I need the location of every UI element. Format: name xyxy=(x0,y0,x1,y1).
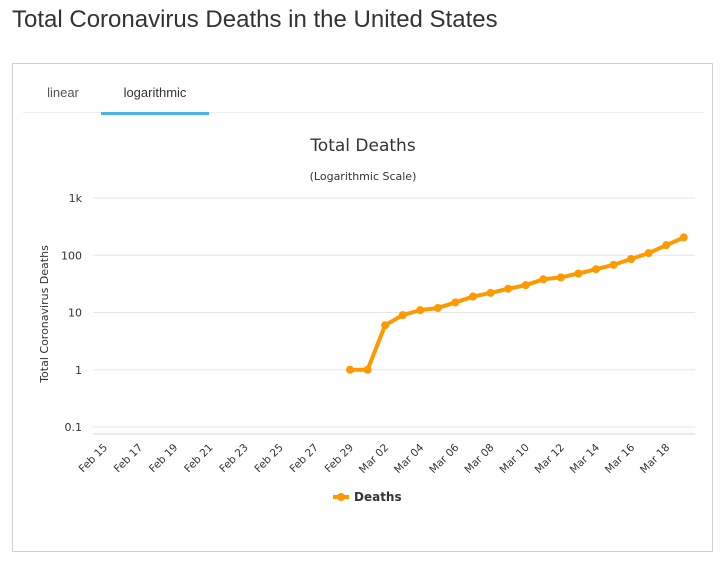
data-point[interactable] xyxy=(609,260,618,269)
data-point[interactable] xyxy=(627,254,636,263)
grid-lines xyxy=(93,197,695,435)
data-point[interactable] xyxy=(433,303,442,312)
data-point[interactable] xyxy=(556,273,565,282)
x-tick-label: Mar 06 xyxy=(427,441,462,476)
y-axis-label: Total Coronavirus Deaths xyxy=(38,245,51,384)
x-tick-label: Mar 10 xyxy=(497,442,531,476)
data-point[interactable] xyxy=(381,321,390,330)
tab-logarithmic[interactable]: logarithmic xyxy=(101,64,209,115)
data-point[interactable] xyxy=(591,265,600,274)
chart-subtitle: (Logarithmic Scale) xyxy=(310,170,417,183)
x-tick-labels: Feb 15 Feb 17 Feb 19 Feb 21 Feb 23 Feb 25 Feb … xyxy=(77,441,673,476)
legend-label: Deaths xyxy=(354,490,402,504)
data-point[interactable] xyxy=(345,365,354,374)
y-tick-label: 10 xyxy=(68,307,82,320)
deaths-chart: Total Deaths (Logarithmic Scale) Total C… xyxy=(38,136,695,504)
data-point[interactable] xyxy=(398,311,407,320)
x-tick-label: Feb 15 xyxy=(77,442,110,475)
data-point[interactable] xyxy=(363,365,372,374)
data-point[interactable] xyxy=(416,306,425,315)
x-tick-label: Feb 19 xyxy=(147,442,180,475)
chart-panel: linear logarithmic Total Deaths (Logarit… xyxy=(12,63,713,552)
legend[interactable]: Deaths xyxy=(333,490,402,504)
data-point[interactable] xyxy=(679,233,688,242)
x-tick-label: Feb 21 xyxy=(182,442,215,475)
chart-title: Total Deaths xyxy=(309,136,416,156)
y-tick-label: 1 xyxy=(75,364,82,377)
y-tick-labels: 0.1 1 10 100 1k xyxy=(61,192,83,434)
x-tick-label: Feb 17 xyxy=(112,442,145,475)
tab-linear[interactable]: linear xyxy=(47,85,79,100)
x-tick-label: Mar 18 xyxy=(638,442,672,476)
page-title: Total Coronavirus Deaths in the United S… xyxy=(12,6,498,33)
y-tick-label: 1k xyxy=(69,192,83,205)
data-point[interactable] xyxy=(662,241,671,250)
y-tick-label: 0.1 xyxy=(65,421,83,434)
data-point[interactable] xyxy=(644,249,653,258)
legend-marker xyxy=(337,493,345,501)
x-tick-label: Feb 23 xyxy=(217,442,250,475)
y-tick-label: 100 xyxy=(61,249,82,262)
data-point[interactable] xyxy=(486,288,495,297)
data-point[interactable] xyxy=(468,292,477,301)
x-tick-label: Mar 12 xyxy=(533,442,567,476)
x-tick-label: Feb 29 xyxy=(323,442,356,475)
x-tick-label: Mar 02 xyxy=(357,442,391,476)
x-tick-label: Mar 16 xyxy=(603,441,638,476)
data-point[interactable] xyxy=(574,269,583,278)
series-deaths xyxy=(345,233,688,374)
data-point[interactable] xyxy=(539,275,548,284)
data-point[interactable] xyxy=(521,281,530,290)
x-tick-label: Feb 25 xyxy=(252,442,285,475)
scale-tabs: linear logarithmic xyxy=(23,64,704,115)
x-tick-label: Mar 14 xyxy=(568,441,603,476)
data-point[interactable] xyxy=(504,284,513,293)
x-tick-label: Feb 27 xyxy=(288,442,321,475)
x-tick-label: Mar 08 xyxy=(462,442,496,476)
x-tick-label: Mar 04 xyxy=(392,441,427,476)
data-point[interactable] xyxy=(451,298,460,307)
